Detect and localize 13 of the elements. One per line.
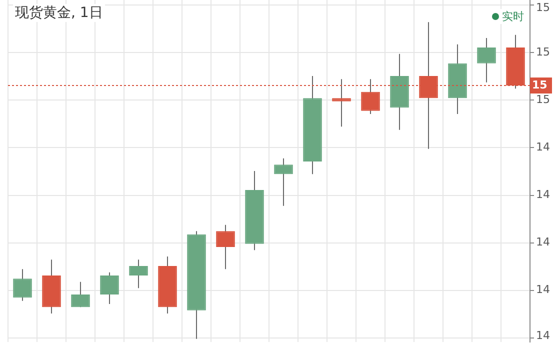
text: 15	[536, 46, 550, 59]
candlestick	[274, 158, 293, 206]
candlestick	[129, 259, 148, 289]
text: 14	[536, 188, 550, 202]
text: 14	[536, 283, 550, 296]
annotation: 实时	[502, 9, 524, 24]
chart-title: 现货黄金, 1日	[13, 4, 105, 22]
text: 15	[536, 0, 550, 14]
text: 14	[536, 236, 550, 249]
text: 14	[536, 328, 550, 342]
text: 15	[532, 78, 548, 92]
text: 14	[536, 140, 550, 154]
text: 15	[536, 93, 550, 106]
